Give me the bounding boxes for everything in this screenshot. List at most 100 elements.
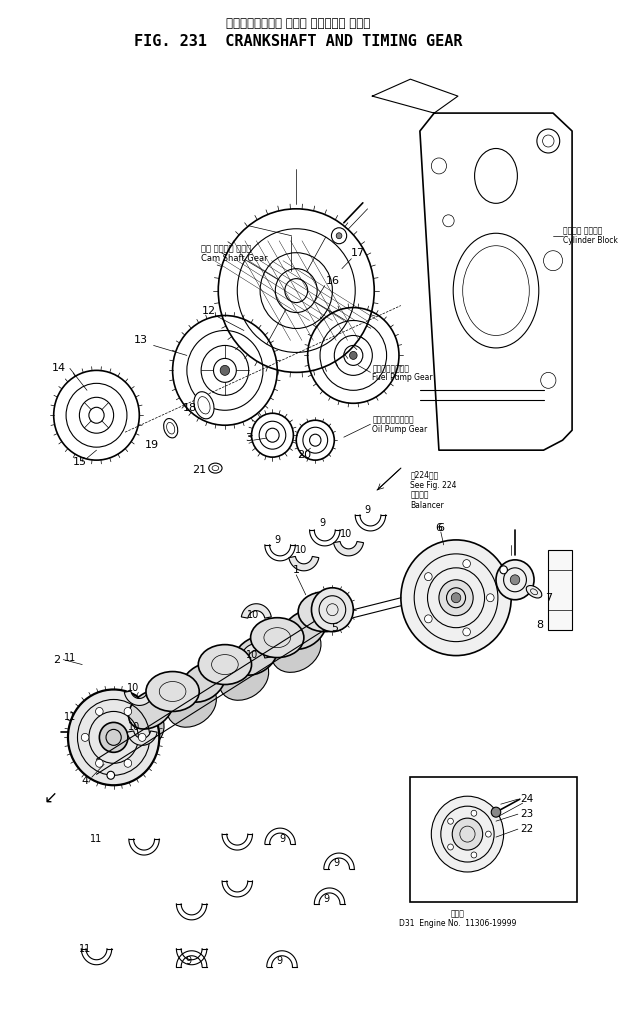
Text: Balancer: Balancer: [411, 501, 444, 509]
Ellipse shape: [146, 671, 199, 712]
Circle shape: [439, 580, 473, 615]
Text: 10: 10: [126, 682, 139, 693]
Text: 18: 18: [182, 404, 197, 414]
Text: 2: 2: [53, 655, 60, 664]
Circle shape: [401, 539, 511, 656]
Circle shape: [124, 759, 132, 768]
Text: 9: 9: [274, 535, 280, 545]
Circle shape: [349, 352, 357, 359]
Ellipse shape: [271, 627, 321, 672]
Text: 11: 11: [91, 835, 103, 844]
Circle shape: [107, 772, 114, 779]
Text: 9: 9: [333, 858, 339, 868]
Ellipse shape: [167, 681, 216, 727]
Ellipse shape: [233, 636, 278, 675]
Text: 8: 8: [536, 620, 543, 630]
Text: 20: 20: [297, 450, 311, 460]
Circle shape: [220, 365, 229, 375]
Bar: [548, 550, 572, 630]
Ellipse shape: [194, 391, 214, 419]
Ellipse shape: [181, 663, 225, 702]
Circle shape: [138, 733, 146, 741]
Circle shape: [124, 708, 132, 716]
Circle shape: [96, 759, 103, 768]
Circle shape: [99, 722, 128, 752]
Circle shape: [463, 628, 471, 636]
Text: Fuel Pump Gear: Fuel Pump Gear: [372, 373, 433, 382]
Circle shape: [463, 560, 471, 568]
Text: ↙: ↙: [44, 788, 58, 806]
Circle shape: [336, 233, 342, 238]
Text: 5: 5: [331, 623, 338, 633]
Circle shape: [486, 594, 494, 601]
Text: 10: 10: [246, 650, 259, 659]
Text: 11: 11: [64, 653, 76, 662]
Text: 4: 4: [81, 777, 89, 786]
Text: 11: 11: [64, 713, 76, 722]
Ellipse shape: [526, 585, 542, 598]
Circle shape: [471, 810, 477, 816]
Circle shape: [471, 852, 477, 858]
Circle shape: [81, 733, 89, 741]
Ellipse shape: [114, 709, 164, 754]
Text: Oil Pump Gear: Oil Pump Gear: [372, 425, 428, 434]
Circle shape: [500, 566, 508, 574]
Ellipse shape: [198, 645, 251, 684]
Text: クランクシャフト および タイミング ギヤー: クランクシャフト および タイミング ギヤー: [226, 17, 370, 30]
Text: FIG. 231  CRANKSHAFT AND TIMING GEAR: FIG. 231 CRANKSHAFT AND TIMING GEAR: [134, 34, 462, 50]
Circle shape: [424, 614, 432, 623]
Circle shape: [451, 593, 461, 602]
Text: 図224参照: 図224参照: [411, 470, 439, 480]
Text: 10: 10: [339, 529, 352, 538]
Ellipse shape: [298, 592, 351, 632]
Circle shape: [68, 690, 159, 785]
Text: See Fig. 224: See Fig. 224: [411, 481, 457, 490]
Text: 9: 9: [324, 894, 330, 903]
Circle shape: [431, 796, 504, 872]
Circle shape: [448, 844, 453, 850]
Text: バランサ: バランサ: [411, 491, 429, 500]
Text: 11: 11: [79, 944, 91, 954]
Text: 6: 6: [438, 523, 444, 533]
Polygon shape: [124, 692, 154, 706]
Text: 9: 9: [186, 956, 192, 965]
Text: 17: 17: [351, 247, 365, 258]
Text: 6: 6: [436, 523, 442, 533]
Text: 3: 3: [245, 433, 252, 443]
Polygon shape: [241, 603, 271, 619]
Circle shape: [486, 831, 491, 838]
FancyBboxPatch shape: [411, 778, 577, 901]
Text: 機番号: 機番号: [451, 909, 465, 918]
Text: 10: 10: [248, 609, 259, 620]
Circle shape: [424, 573, 432, 581]
Circle shape: [448, 818, 453, 824]
Text: 12: 12: [202, 305, 216, 315]
Text: 9: 9: [279, 835, 285, 844]
Polygon shape: [334, 541, 364, 556]
Text: 9: 9: [276, 956, 282, 965]
Text: 9: 9: [320, 518, 326, 528]
Text: Cylinder Block: Cylinder Block: [562, 236, 618, 245]
Text: 10: 10: [295, 545, 307, 555]
Text: Cam Shaft Gear: Cam Shaft Gear: [201, 255, 268, 264]
Polygon shape: [241, 644, 271, 658]
Text: 14: 14: [51, 363, 66, 373]
Circle shape: [452, 818, 482, 850]
Ellipse shape: [251, 618, 304, 658]
Circle shape: [311, 588, 353, 632]
Ellipse shape: [282, 610, 326, 649]
Text: 24: 24: [520, 794, 533, 804]
Text: 21: 21: [192, 465, 206, 476]
Ellipse shape: [219, 655, 269, 701]
Text: 10: 10: [128, 722, 141, 732]
Polygon shape: [127, 731, 157, 745]
Circle shape: [96, 708, 103, 716]
Text: シリンダ ブロック: シリンダ ブロック: [562, 226, 602, 235]
Ellipse shape: [164, 419, 177, 438]
Text: 7: 7: [545, 593, 552, 602]
Ellipse shape: [209, 463, 222, 474]
Text: 15: 15: [72, 457, 86, 467]
Text: オイルポンプギヤー: オイルポンプギヤー: [372, 416, 414, 425]
Text: 9: 9: [364, 505, 371, 515]
Text: D31  Engine No.  11306-19999: D31 Engine No. 11306-19999: [399, 919, 517, 928]
